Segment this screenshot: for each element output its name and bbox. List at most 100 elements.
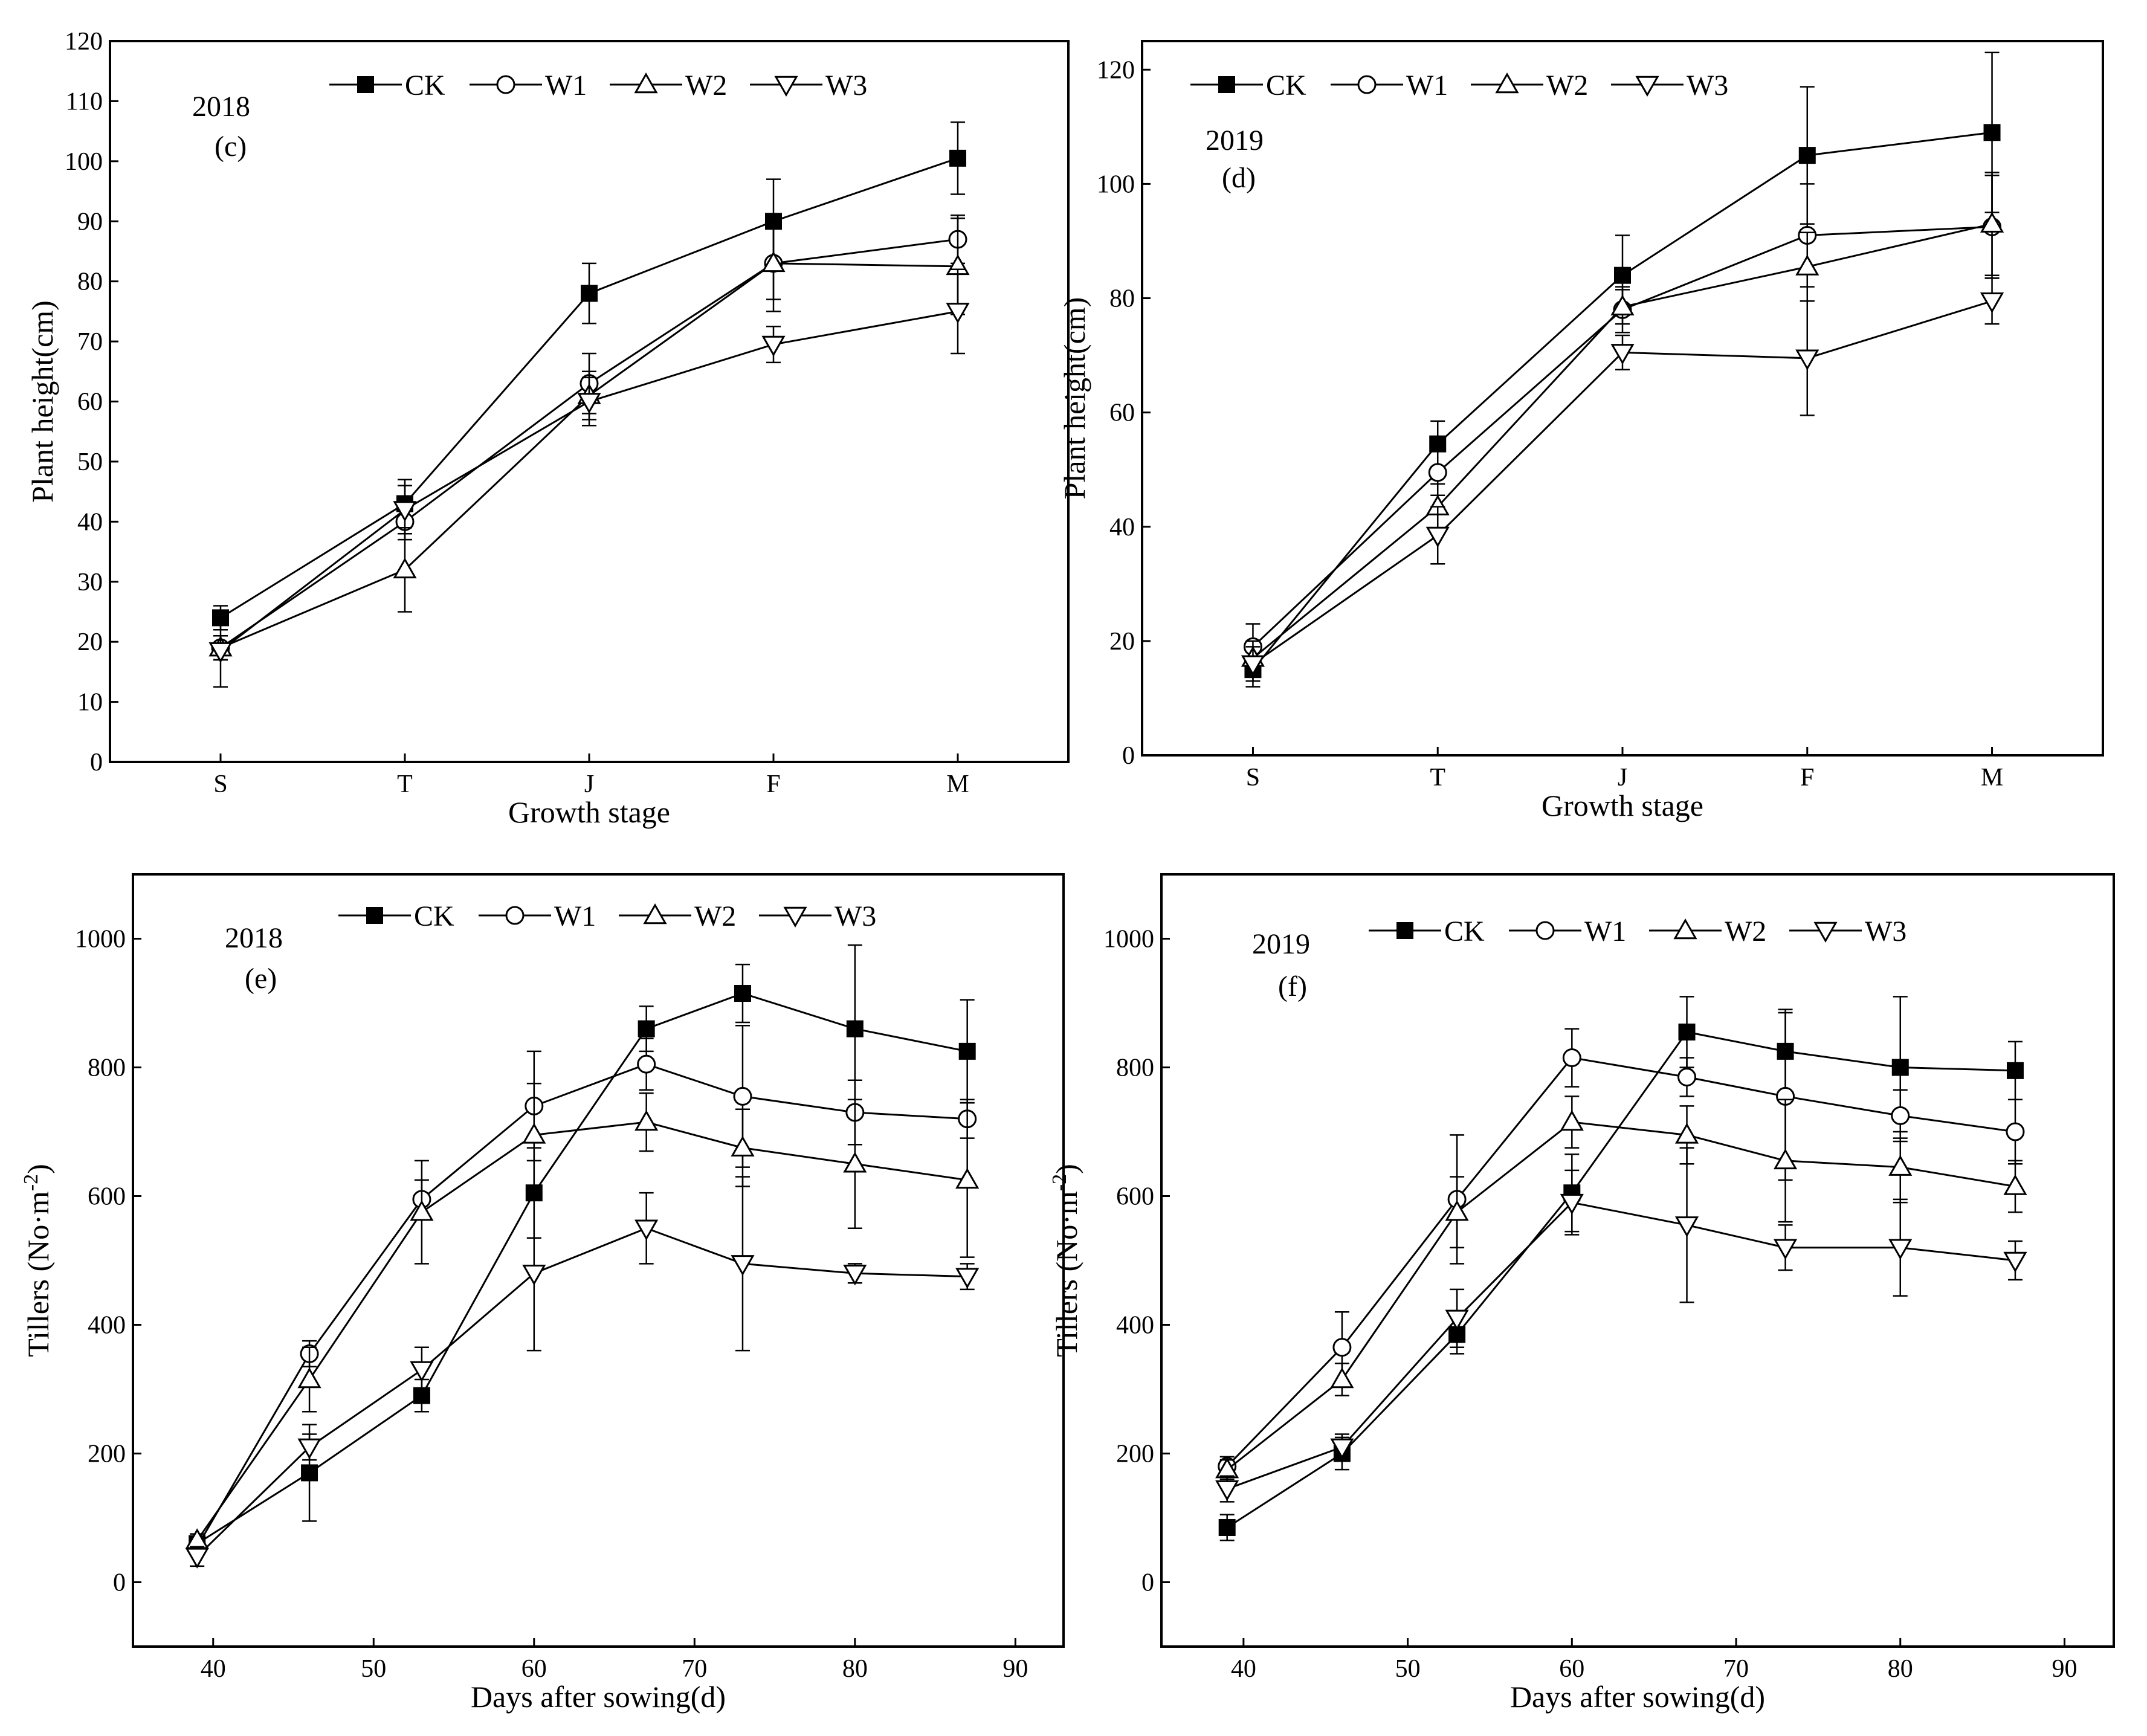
data-point-W3 [946,303,970,324]
series-W3 [1215,1147,2027,1503]
data-point-CK [1891,1059,1909,1076]
legend-marker-W3 [774,76,798,97]
data-point-CK [2006,1062,2024,1079]
y-tick-label: 20 [1109,628,1135,656]
x-tick-label: J [584,770,594,798]
data-point-W2 [1795,254,1819,276]
data-point-W2 [1773,1148,1798,1170]
legend-marker-CK [366,907,383,924]
legend-label: CK [1444,915,1485,947]
y-axis-label: Plant height(cm) [25,300,59,503]
year-label: 2018 [192,91,250,123]
y-tick-label: 60 [77,389,103,416]
legend-marker-CK [1396,922,1413,939]
data-point-W1 [2006,1122,2025,1141]
y-tick-label: 400 [1116,1312,1154,1340]
legend-label: W2 [1725,915,1766,947]
data-point-W1 [1562,1048,1581,1068]
y-tick-label: 110 [66,88,103,115]
data-point-W3 [843,1265,867,1286]
data-point-W3 [1241,655,1265,676]
legend-marker-W1 [496,75,515,94]
y-tick-label: 120 [65,28,103,56]
data-point-W3 [1795,349,1819,370]
legend-label: W1 [1406,69,1448,102]
y-tick-label: 0 [1122,742,1135,770]
plot-frame [1141,40,2104,757]
data-point-W3 [1610,344,1635,365]
y-tick-label: 60 [1109,399,1135,427]
data-point-W3 [522,1265,546,1286]
data-point-W2 [634,1110,659,1131]
y-tick-label: 70 [77,328,103,356]
data-point-W2 [522,1123,546,1144]
y-axis-label-text: Plant height(cm) [25,300,59,503]
data-point-W2 [2003,1174,2027,1195]
y-axis-label-text: Plant height(cm) [1057,297,1091,500]
x-tick-label: S [1246,764,1260,792]
y-tick-label: 20 [77,628,103,656]
data-point-W1 [1428,463,1447,482]
legend-marker-W3 [783,906,807,928]
data-point-W3 [761,335,786,357]
data-point-CK [958,1042,976,1060]
data-point-W1 [733,1086,752,1106]
data-point-CK [1218,1518,1236,1536]
x-axis-label: Days after sowing(d) [1510,1680,1765,1714]
panel-label: (d) [1222,162,1256,194]
data-point-W3 [1445,1309,1469,1331]
data-point-W3 [208,642,233,663]
y-tick-label: 40 [77,508,103,536]
y-axis-label-sup: -2 [20,1174,42,1191]
legend-marker-CK [357,76,374,93]
plot-frame [1160,873,2115,1648]
data-point-W3 [1888,1239,1913,1260]
series-line-W1 [196,1063,967,1547]
data-point-W2 [731,1135,755,1157]
data-point-W3 [185,1547,209,1569]
y-tick-label: 0 [90,749,103,776]
y-tick-label: 50 [77,448,103,476]
x-tick-label: F [1800,764,1814,792]
y-tick-label: 80 [77,268,103,296]
series-W2 [185,1082,980,1549]
panel-label: (e) [245,963,277,995]
y-axis-label-sup: -2 [1048,1174,1071,1191]
legend: CK W1 W2 W3 [338,900,876,932]
y-tick-label: 0 [113,1569,126,1597]
y-axis-label-end: ) [1050,1164,1083,1174]
data-point-W2 [393,557,417,579]
y-tick-label: 200 [1116,1441,1154,1468]
data-point-W3 [393,501,417,522]
legend-label: CK [1266,69,1306,102]
data-point-W3 [1773,1239,1798,1260]
data-point-W3 [1560,1193,1584,1215]
legend-label: W3 [835,900,876,932]
y-tick-label: 400 [88,1312,126,1340]
series-line-CK [1226,1031,2016,1529]
data-point-CK [734,985,751,1002]
data-point-W2 [1888,1155,1913,1176]
x-tick-label: M [1981,764,2003,792]
series-line-W3 [196,1227,967,1557]
legend-marker-W2 [1673,918,1697,940]
x-tick-label: 80 [1888,1655,1913,1683]
data-point-W3 [1980,292,2004,314]
data-point-W1 [637,1054,656,1074]
y-tick-label: 800 [88,1054,126,1082]
y-tick-label: 100 [1097,170,1135,198]
legend-label: W3 [1865,915,1906,947]
legend-marker-W1 [505,906,525,925]
data-point-W2 [1980,211,2004,233]
data-point-W3 [1330,1438,1354,1459]
series-line-CK [196,992,967,1544]
y-tick-label: 100 [65,148,103,176]
x-tick-label: 40 [1231,1655,1256,1683]
x-tick-label: 50 [1395,1655,1421,1683]
data-point-W2 [1610,294,1635,315]
y-tick-label: 120 [1097,56,1135,84]
panel-label: (f) [1278,970,1307,1002]
legend-label: W1 [554,900,596,932]
data-point-W3 [410,1361,434,1383]
